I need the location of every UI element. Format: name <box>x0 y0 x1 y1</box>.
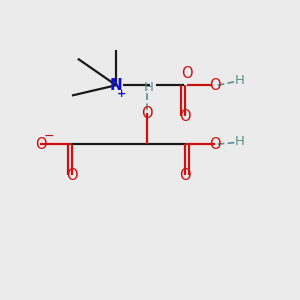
Text: O: O <box>209 78 220 93</box>
Text: O: O <box>35 136 47 152</box>
Text: O: O <box>179 109 191 124</box>
Text: O: O <box>209 136 220 152</box>
Text: H: H <box>143 81 153 94</box>
Text: O: O <box>179 167 191 182</box>
Text: −: − <box>44 130 55 143</box>
Text: O: O <box>141 106 153 121</box>
Text: O: O <box>182 66 193 81</box>
Text: H: H <box>235 135 245 148</box>
Text: O: O <box>66 167 78 182</box>
Text: N: N <box>110 78 122 93</box>
Text: H: H <box>235 74 245 87</box>
Text: +: + <box>117 89 126 99</box>
